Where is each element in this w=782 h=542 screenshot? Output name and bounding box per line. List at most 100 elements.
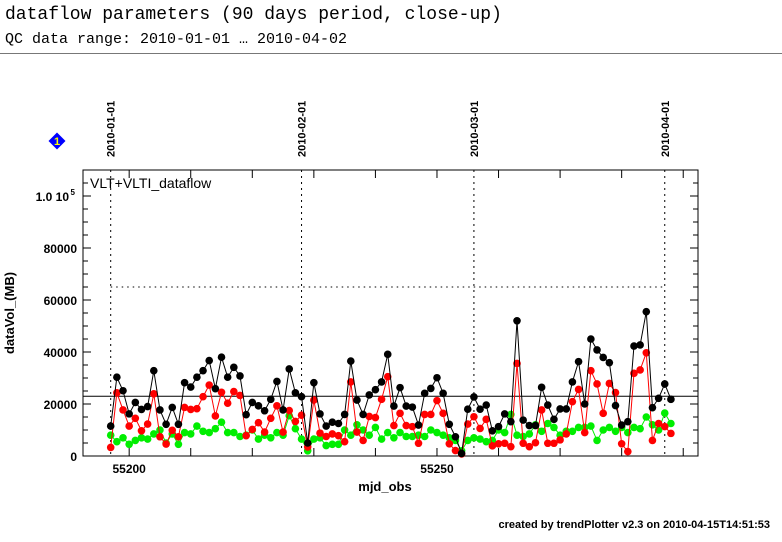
data-point-total (580, 400, 589, 408)
data-point-total (660, 380, 669, 388)
data-point-green (217, 418, 226, 427)
data-point-red (223, 399, 232, 408)
data-point-total (199, 366, 207, 375)
data-point-total (223, 373, 232, 382)
data-point-green (611, 427, 620, 436)
data-point-green (525, 430, 534, 438)
data-point-green (205, 428, 214, 437)
data-point-green (390, 434, 398, 442)
data-point-total (556, 405, 564, 413)
y-tick-label: 60000 (44, 294, 78, 308)
y-tick-label: 40000 (44, 346, 78, 360)
data-point-red (414, 439, 423, 448)
data-point-total (279, 406, 287, 414)
data-point-green (482, 437, 491, 446)
data-point-green (223, 428, 232, 437)
data-point-total (513, 317, 521, 325)
data-point-total (630, 342, 638, 350)
data-point-total (519, 416, 527, 424)
data-point-total (445, 420, 454, 429)
data-point-green (587, 422, 595, 430)
y-tick-exponent: 5 (71, 188, 76, 197)
data-point-green (500, 428, 509, 437)
data-point-red (359, 436, 367, 445)
data-point-total (654, 394, 663, 403)
data-point-total (390, 402, 398, 410)
data-point-red (519, 439, 527, 448)
y-tick-label: 80000 (44, 242, 78, 256)
data-point-green (427, 426, 435, 434)
data-point-red (340, 437, 349, 446)
data-point-red (482, 415, 491, 424)
data-point-red (174, 432, 183, 441)
data-point-red (205, 381, 214, 389)
data-point-total (396, 383, 404, 392)
data-point-total (648, 403, 657, 412)
data-point-green (236, 432, 244, 441)
data-point-total (537, 383, 546, 392)
data-point-red (488, 442, 497, 450)
data-point-total (383, 350, 392, 359)
data-point-green (156, 426, 164, 434)
data-point-green (137, 434, 146, 442)
data-point-red (106, 443, 115, 452)
header-divider (0, 53, 782, 54)
data-point-green (353, 421, 361, 429)
data-point-red (660, 422, 669, 431)
data-point-total (217, 353, 226, 362)
data-point-total (457, 449, 466, 458)
data-point-green (463, 436, 472, 445)
data-point-total (291, 389, 300, 397)
data-point-green (174, 440, 183, 449)
data-series (106, 307, 675, 458)
data-point-red (593, 380, 601, 388)
data-point-red (420, 410, 429, 419)
data-point-green (408, 432, 417, 441)
data-point-total (174, 420, 183, 429)
data-point-total (667, 395, 675, 404)
data-point-green (371, 423, 380, 432)
data-point-red (433, 396, 441, 405)
data-point-green (125, 440, 133, 449)
data-point-green (143, 435, 152, 443)
data-point-total (433, 373, 441, 382)
marker-badge[interactable]: 1 (48, 132, 66, 150)
data-point-total (500, 410, 509, 418)
data-point-red (648, 436, 657, 445)
data-point-total (328, 418, 337, 427)
data-point-total (543, 401, 552, 409)
data-point-total (353, 396, 361, 404)
data-point-red (383, 372, 392, 381)
data-point-total (482, 401, 491, 409)
data-point-red (445, 439, 454, 448)
data-point-green (310, 435, 318, 443)
data-point-red (556, 436, 564, 444)
data-point-red (180, 403, 189, 412)
data-point-total (507, 417, 515, 426)
data-point-total (149, 366, 158, 375)
data-point-total (599, 353, 607, 362)
data-point-total (414, 421, 423, 429)
data-point-red (199, 392, 207, 401)
data-point-total (476, 405, 484, 414)
data-point-total (242, 410, 250, 419)
data-point-red (396, 409, 404, 418)
data-point-total (205, 356, 214, 365)
data-point-total (439, 389, 447, 398)
data-point-green (433, 428, 441, 437)
data-point-green (470, 434, 478, 442)
data-point-total (636, 341, 644, 349)
data-point-green (402, 432, 410, 441)
data-point-red (131, 414, 140, 423)
data-point-total (346, 357, 355, 365)
data-point-total (106, 422, 115, 430)
data-point-green (365, 431, 374, 440)
data-point-red (587, 366, 595, 375)
y-tick-label: 0 (70, 450, 77, 464)
data-point-red (500, 439, 509, 448)
data-point-red (531, 438, 540, 447)
data-point-red (537, 406, 546, 414)
data-point-red (143, 420, 152, 428)
data-point-red (543, 439, 552, 448)
